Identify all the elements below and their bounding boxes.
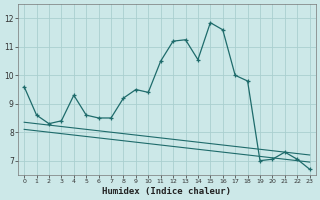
- X-axis label: Humidex (Indice chaleur): Humidex (Indice chaleur): [102, 187, 231, 196]
